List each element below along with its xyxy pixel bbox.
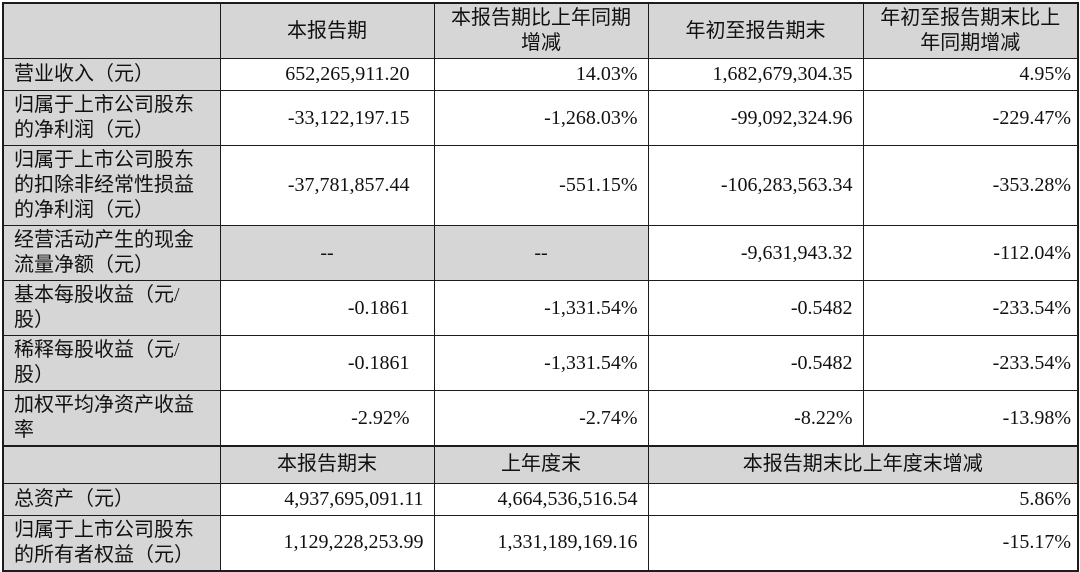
period-header-row: 本报告期 本报告期比上年同期 增减 年初至报告期末 年初至报告期末比上 年同期增…	[2, 2, 1079, 59]
value-cell: -229.47%	[862, 90, 1079, 146]
value-cell: 1,682,679,304.35	[647, 58, 864, 91]
period-end-header-row: 本报告期末 上年度末 本报告期末比上年度末增减	[2, 445, 1079, 484]
col-header-current-period: 本报告期	[219, 2, 435, 59]
value-cell: 1,129,228,253.99	[219, 514, 435, 571]
value-cell: 4,937,695,091.11	[219, 482, 435, 516]
row-label: 归属于上市公司股东 的扣除非经常性损益 的净利润（元）	[2, 145, 221, 226]
value-cell: -1,331.54%	[433, 335, 649, 391]
table-row-operating-revenue: 营业收入（元） 652,265,911.20 14.03% 1,682,679,…	[2, 58, 1079, 91]
value-cell: -353.28%	[862, 145, 1079, 226]
value-cell: -0.1861	[219, 280, 435, 336]
value-cell: -9,631,943.32	[647, 225, 864, 281]
row-label: 稀释每股收益（元/ 股）	[2, 335, 221, 391]
value-cell: -8.22%	[647, 390, 864, 447]
value-cell: -0.5482	[647, 335, 864, 391]
col-header-change-vs-prior-year-end: 本报告期末比上年度末增减	[647, 445, 1079, 484]
value-cell: -2.74%	[433, 390, 649, 447]
value-cell: -33,122,197.15	[219, 90, 435, 146]
row-label: 基本每股收益（元/ 股）	[2, 280, 221, 336]
value-cell: -15.17%	[647, 514, 1079, 571]
table-row-operating-cash-flow: 经营活动产生的现金 流量净额（元） -- -- -9,631,943.32 -1…	[2, 225, 1079, 281]
value-cell: 1,331,189,169.16	[433, 514, 649, 571]
table-row-weighted-avg-roe: 加权平均净资产收益 率 -2.92% -2.74% -8.22% -13.98%	[2, 390, 1079, 447]
value-cell: 652,265,911.20	[219, 58, 435, 91]
value-cell: -0.1861	[219, 335, 435, 391]
table-row-equity-attributable-to-shareholders: 归属于上市公司股东 的所有者权益（元） 1,129,228,253.99 1,3…	[2, 514, 1079, 571]
corner-cell	[2, 445, 221, 484]
value-cell: -233.54%	[862, 335, 1079, 391]
row-label: 总资产（元）	[2, 482, 221, 516]
table-row-basic-eps: 基本每股收益（元/ 股） -0.1861 -1,331.54% -0.5482 …	[2, 280, 1079, 336]
value-cell: -37,781,857.44	[219, 145, 435, 226]
value-cell: 5.86%	[647, 482, 1079, 516]
table-row-diluted-eps: 稀释每股收益（元/ 股） -0.1861 -1,331.54% -0.5482 …	[2, 335, 1079, 391]
value-cell: -2.92%	[219, 390, 435, 447]
row-label: 加权平均净资产收益 率	[2, 390, 221, 447]
col-header-end-of-prior-year: 上年度末	[433, 445, 649, 484]
row-label: 归属于上市公司股东 的净利润（元）	[2, 90, 221, 146]
col-header-ytd: 年初至报告期末	[647, 2, 864, 59]
value-cell: -233.54%	[862, 280, 1079, 336]
row-label: 经营活动产生的现金 流量净额（元）	[2, 225, 221, 281]
corner-cell	[2, 2, 221, 59]
value-cell: 4.95%	[862, 58, 1079, 91]
value-cell: --	[433, 225, 649, 281]
value-cell: 14.03%	[433, 58, 649, 91]
table-row-total-assets: 总资产（元） 4,937,695,091.11 4,664,536,516.54…	[2, 482, 1079, 516]
value-cell: 4,664,536,516.54	[433, 482, 649, 516]
value-cell: -13.98%	[862, 390, 1079, 447]
table-row-net-profit-excl-nonrecurring: 归属于上市公司股东 的扣除非经常性损益 的净利润（元） -37,781,857.…	[2, 145, 1079, 226]
value-cell: -1,331.54%	[433, 280, 649, 336]
row-label: 营业收入（元）	[2, 58, 221, 91]
value-cell: --	[219, 225, 435, 281]
value-cell: -551.15%	[433, 145, 649, 226]
col-header-end-of-period: 本报告期末	[219, 445, 435, 484]
value-cell: -106,283,563.34	[647, 145, 864, 226]
value-cell: -0.5482	[647, 280, 864, 336]
value-cell: -112.04%	[862, 225, 1079, 281]
col-header-ytd-yoy: 年初至报告期末比上 年同期增减	[862, 2, 1079, 59]
col-header-current-period-yoy: 本报告期比上年同期 增减	[433, 2, 649, 59]
row-label: 归属于上市公司股东 的所有者权益（元）	[2, 514, 221, 571]
value-cell: -99,092,324.96	[647, 90, 864, 146]
value-cell: -1,268.03%	[433, 90, 649, 146]
table-row-net-profit: 归属于上市公司股东 的净利润（元） -33,122,197.15 -1,268.…	[2, 90, 1079, 146]
